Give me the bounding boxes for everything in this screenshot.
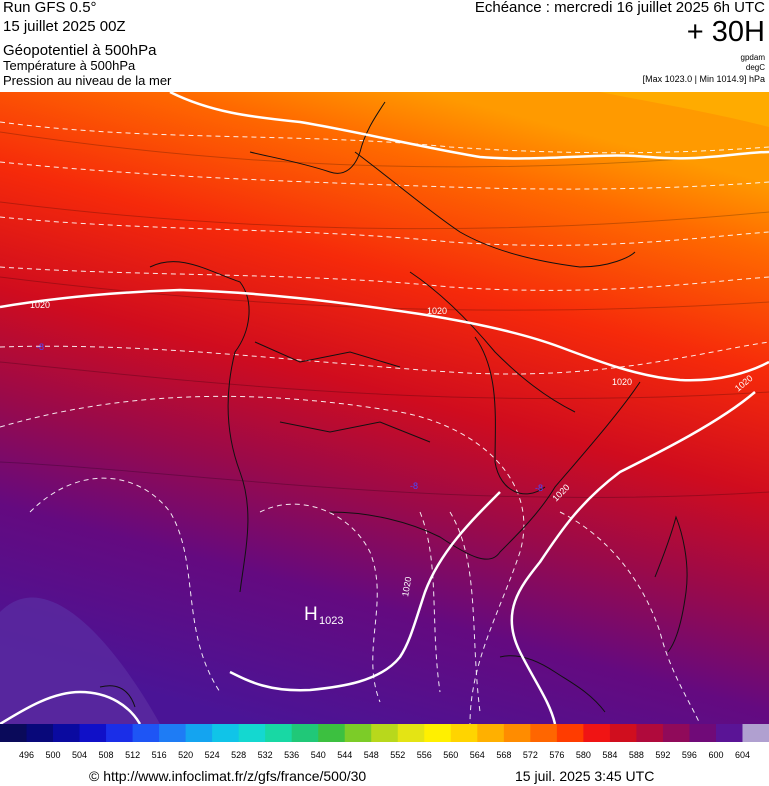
colorbar-swatch [424, 724, 452, 742]
cool-area-southwest [0, 597, 160, 724]
high-pressure-value: 1023 [319, 615, 343, 627]
colorbar-tick-label: 592 [655, 750, 670, 760]
high-pressure-letter: H [304, 604, 318, 625]
footer-credit[interactable]: © http://www.infoclimat.fr/z/gfs/france/… [89, 768, 367, 784]
colorbar-tick-label: 504 [72, 750, 87, 760]
colorbar-tick-label: 584 [602, 750, 617, 760]
colorbar-tick-label: 552 [390, 750, 405, 760]
footer-timestamp: 15 juil. 2025 3:45 UTC [515, 768, 655, 784]
colorbar-tick-label: 556 [417, 750, 432, 760]
forecast-valid-time: Echéance : mercredi 16 juillet 2025 6h U… [474, 0, 765, 16]
colorbar-swatch [318, 724, 346, 742]
colorbar-swatch [503, 724, 531, 742]
colorbar-swatch [265, 724, 293, 742]
colorbar-tick-label: 512 [125, 750, 140, 760]
colorbar-tick-label: 544 [337, 750, 352, 760]
colorbar-tick-label: 548 [364, 750, 379, 760]
unit-degc: degC [745, 63, 765, 72]
isobar-label-1020-south: 1020 [400, 576, 413, 597]
isobar-label-1020-east: 1020 [612, 377, 632, 387]
colorbar-tick-label: 604 [735, 750, 750, 760]
colorbar-swatch [291, 724, 319, 742]
colorbar-tick-label: 508 [99, 750, 114, 760]
colorbar-swatch [450, 724, 478, 742]
run-date: 15 juillet 2025 00Z [3, 18, 126, 35]
colorbar-swatch [556, 724, 584, 742]
isobar-label-1020-west: 1020 [30, 300, 50, 310]
colorbar-tick-label: 528 [231, 750, 246, 760]
temperature-isotherms [0, 121, 769, 724]
isobar-label-1020-center: 1020 [427, 306, 447, 316]
colorbar-swatch [583, 724, 611, 742]
colorbar-swatch [344, 724, 372, 742]
colorbar-swatch [742, 724, 769, 742]
colorbar-swatch [185, 724, 213, 742]
colorbar-tick-label: 540 [311, 750, 326, 760]
colorbar-swatch [132, 724, 160, 742]
isobars [0, 92, 769, 724]
colorbar-swatch [212, 724, 240, 742]
colorbar-tick-label: 500 [46, 750, 61, 760]
colorbar-tick-label: 520 [178, 750, 193, 760]
field-temperature: Température à 500hPa [3, 58, 136, 73]
temp-label-center: -8 [410, 481, 418, 491]
colorbar-tick-labels: 496 500 504 508 512 516 520 524 528 532 536 540 544 5… [19, 750, 750, 760]
colorbar: 496 500 504 508 512 516 520 524 528 532 536 540 544 5… [0, 724, 769, 760]
colorbar-swatch [636, 724, 664, 742]
lead-time: + 30H [686, 16, 765, 48]
colorbar-tick-label: 564 [470, 750, 485, 760]
colorbar-tick-label: 524 [205, 750, 220, 760]
temp-label-east: -8 [535, 483, 543, 493]
colorbar-swatch [397, 724, 425, 742]
colorbar-tick-label: 560 [443, 750, 458, 760]
colorbar-swatch [53, 724, 81, 742]
colorbar-tick-label: 496 [19, 750, 34, 760]
colorbar-tick-label: 588 [629, 750, 644, 760]
header: Run GFS 0.5° 15 juillet 2025 00Z Géopote… [0, 0, 769, 92]
colorbar-swatch [477, 724, 505, 742]
colorbar-tick-label: 572 [523, 750, 538, 760]
colorbar-swatch [662, 724, 691, 742]
map-background [0, 92, 769, 724]
unit-gpdam: gpdam [740, 53, 765, 62]
coastlines-borders [99, 101, 688, 713]
colorbar-swatches [0, 724, 769, 742]
colorbar-tick-label: 568 [496, 750, 511, 760]
colorbar-swatch [371, 724, 399, 742]
colorbar-tick-label: 516 [152, 750, 167, 760]
temp-label-west: -8 [36, 342, 44, 352]
colorbar-swatch [0, 724, 28, 742]
colorbar-tick-label: 580 [576, 750, 591, 760]
colorbar-tick-label: 596 [682, 750, 697, 760]
colorbar-swatch [79, 724, 107, 742]
colorbar-swatch [689, 724, 717, 742]
colorbar-tick-label: 600 [708, 750, 723, 760]
colorbar-tick-label: 536 [284, 750, 299, 760]
weather-map: 1020 1020 1020 1020 1020 1020 -8 -8 -8 H… [0, 92, 769, 724]
colorbar-swatch [238, 724, 266, 742]
colorbar-swatch [159, 724, 187, 742]
colorbar-swatch [715, 724, 744, 742]
colorbar-swatch [530, 724, 558, 742]
colorbar-swatch [609, 724, 638, 742]
geopotential-contours [0, 131, 769, 498]
pressure-max-min: [Max 1023.0 | Min 1014.9] hPa [642, 74, 765, 84]
colorbar-tick-label: 576 [549, 750, 564, 760]
colorbar-swatch [106, 724, 134, 742]
field-geopotential: Géopotentiel à 500hPa [3, 42, 157, 59]
colorbar-swatch [26, 724, 54, 742]
field-pressure: Pression au niveau de la mer [3, 73, 172, 88]
colorbar-tick-label: 532 [258, 750, 273, 760]
warm-area-northeast [600, 92, 769, 127]
run-title: Run GFS 0.5° [3, 0, 97, 16]
